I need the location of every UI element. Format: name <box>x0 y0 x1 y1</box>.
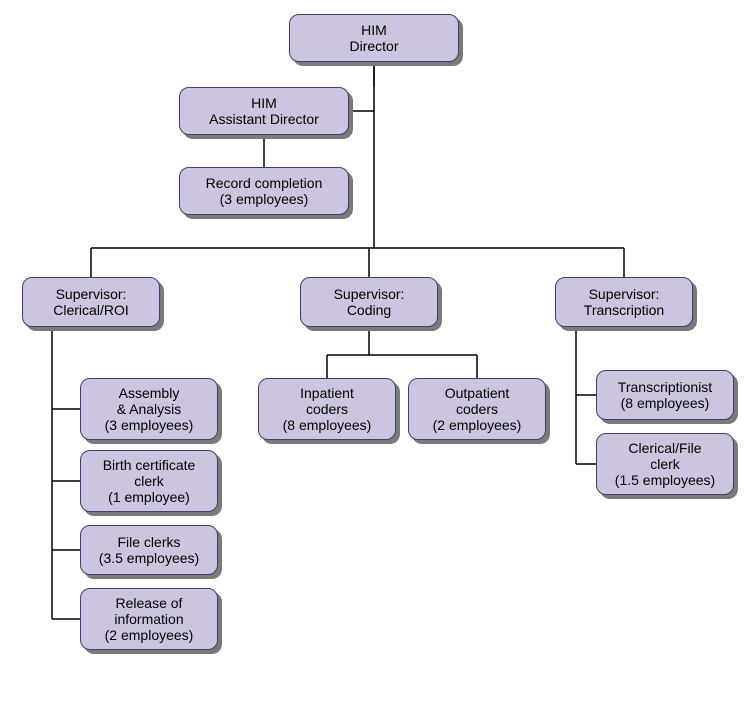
org-node-him-director: HIM Director <box>289 14 459 62</box>
org-node-release-info: Release of information (2 employees) <box>80 588 218 650</box>
org-node-transcriptionist: Transcriptionist (8 employees) <box>596 370 734 420</box>
org-node-inpatient-coders: Inpatient coders (8 employees) <box>258 378 396 440</box>
org-node-file-clerks: File clerks (3.5 employees) <box>80 525 218 575</box>
org-node-clerical-file-clerk: Clerical/File clerk (1.5 employees) <box>596 433 734 495</box>
org-node-him-asst-director: HIM Assistant Director <box>179 87 349 135</box>
connector-line <box>327 327 477 378</box>
org-node-sup-coding: Supervisor: Coding <box>300 277 438 327</box>
org-node-outpatient-coders: Outpatient coders (2 employees) <box>408 378 546 440</box>
org-node-record-completion: Record completion (3 employees) <box>179 167 349 215</box>
connector-line <box>576 327 596 464</box>
org-node-sup-clerical: Supervisor: Clerical/ROI <box>22 277 160 327</box>
org-node-birth-cert-clerk: Birth certificate clerk (1 employee) <box>80 450 218 512</box>
org-node-sup-transcription: Supervisor: Transcription <box>555 277 693 327</box>
org-node-assembly-analysis: Assembly & Analysis (3 employees) <box>80 378 218 440</box>
connector-line <box>52 327 80 619</box>
